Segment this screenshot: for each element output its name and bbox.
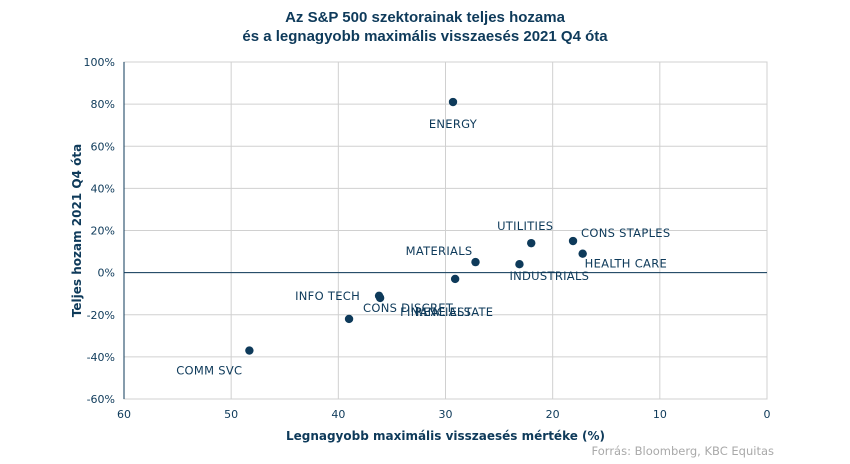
y-tick-label: -20% [87,309,115,322]
x-tick-label: 50 [224,408,238,421]
x-tick-label: 20 [546,408,560,421]
x-axis-title: Legnagyobb maximális visszaesés mértéke … [286,429,605,443]
data-label: ENERGY [429,117,478,131]
data-point [471,257,480,267]
data-point [448,97,458,107]
y-tick-label: 80% [91,98,115,111]
chart-title: Az S&P 500 szektorainak teljes hozama [285,9,565,26]
chart-subtitle: és a legnagyobb maximális visszaesés 202… [242,28,608,45]
data-label: MATERIALS [406,244,473,258]
y-tick-label: -60% [87,393,115,406]
data-label: CONS DISCRET [363,301,454,315]
data-label: UTILITIES [497,219,553,233]
x-tick-label: 40 [331,408,345,421]
y-tick-label: -40% [87,351,115,364]
data-point [344,314,354,324]
data-point [450,274,460,284]
y-tick-label: 60% [91,140,115,153]
y-axis-title: Teljes hozam 2021 Q4 óta [70,144,84,317]
source-note: Forrás: Bloomberg, KBC Equitas [591,444,774,458]
y-tick-label: 0% [98,267,115,280]
data-label: REAL ESTATE [415,305,493,319]
data-point [374,291,384,300]
data-label: INFO TECH [295,289,360,303]
y-tick-label: 100% [84,56,115,69]
chart-title-block: Az S&P 500 szektorainak teljes hozama és… [0,8,850,46]
data-point [568,236,578,246]
data-point [245,346,254,355]
x-tick-label: 0 [764,408,771,421]
y-tick-label: 20% [91,225,115,238]
data-label: INDUSTRIALS [509,269,589,283]
x-tick-label: 60 [117,408,131,421]
x-tick-label: 30 [439,408,453,421]
data-label: FINANCIALS [400,305,471,319]
data-label: COMM SVC [176,364,242,378]
data-label: HEALTH CARE [585,257,667,271]
data-point [515,260,524,269]
data-label: CONS STAPLES [581,226,670,240]
data-point [578,249,587,258]
x-tick-label: 10 [653,408,667,421]
y-tick-label: 40% [91,182,115,195]
data-point [527,238,536,248]
